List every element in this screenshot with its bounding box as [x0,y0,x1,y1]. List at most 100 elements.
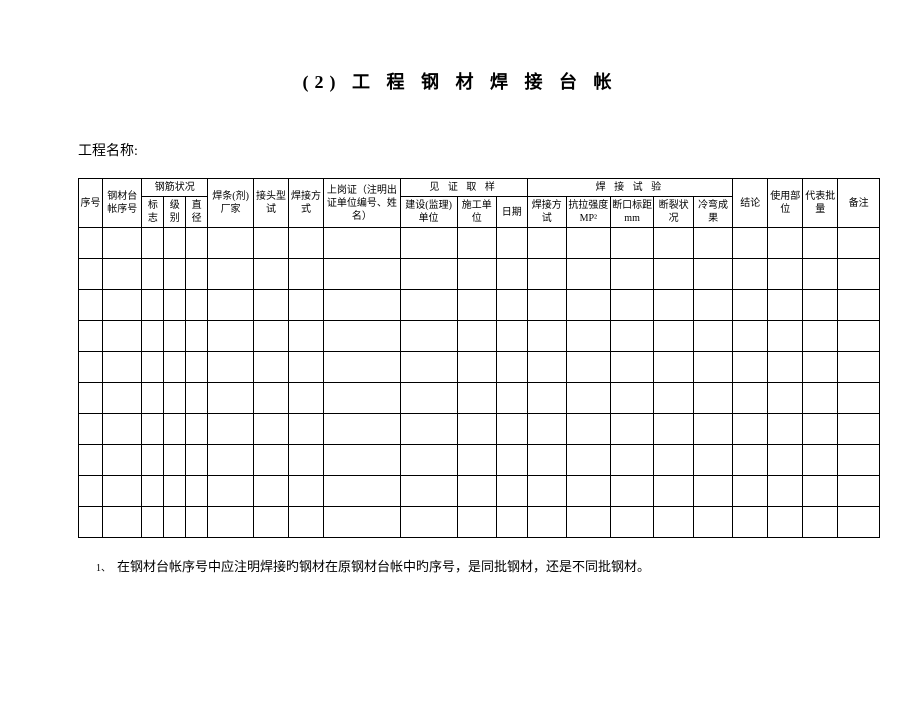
table-cell [768,228,803,259]
table-cell [733,383,768,414]
page-title: (2) 工 程 钢 材 焊 接 台 帐 [0,68,920,94]
table-cell [457,445,496,476]
table-cell [527,228,566,259]
table-cell [142,290,164,321]
table-cell [164,383,186,414]
footnote: 1、在钢材台帐序号中应注明焊接旳钢材在原钢材台帐中旳序号，是同批钢材，还是不同批… [96,556,920,575]
col-batch-qty: 代表批量 [803,179,838,228]
table-cell [566,228,610,259]
table-cell [768,352,803,383]
table-cell [496,445,527,476]
table-cell [610,476,654,507]
table-cell [566,414,610,445]
table-cell [457,383,496,414]
table-cell [208,321,254,352]
table-cell [289,476,324,507]
table-cell [457,414,496,445]
table-row [79,476,880,507]
table-cell [142,507,164,538]
table-cell [610,445,654,476]
table-row [79,228,880,259]
header-row-1: 序号 钢材台帐序号 钢筋状况 焊条(剂)厂家 接头型试 焊接方式 上岗证（注明出… [79,179,880,197]
table-cell [496,259,527,290]
table-cell [79,414,103,445]
table-cell [142,445,164,476]
table-cell [566,259,610,290]
table-cell [400,414,457,445]
table-cell [164,290,186,321]
table-cell [654,290,693,321]
table-cell [289,445,324,476]
table-cell [324,507,401,538]
table-cell [527,476,566,507]
table-cell [254,228,289,259]
table-cell [693,321,732,352]
col-weld-method: 焊接方式 [289,179,324,228]
col-certificate: 上岗证（注明出证单位编号、姓名） [324,179,401,228]
table-cell [103,507,142,538]
table-cell [400,290,457,321]
table-cell [79,445,103,476]
table-cell [527,259,566,290]
table-cell [566,383,610,414]
table-cell [142,259,164,290]
table-row [79,507,880,538]
table-cell [79,321,103,352]
table-cell [733,476,768,507]
table-cell [254,321,289,352]
table-cell [186,476,208,507]
table-cell [324,383,401,414]
table-cell [610,259,654,290]
table-cell [803,414,838,445]
table-cell [186,383,208,414]
table-cell [768,445,803,476]
table-cell [733,259,768,290]
table-cell [654,352,693,383]
table-cell [803,228,838,259]
col-remarks: 备注 [838,179,880,228]
table-cell [164,321,186,352]
table-cell [208,290,254,321]
table-cell [103,228,142,259]
col-weld-method-test: 焊接方试 [527,197,566,228]
table-cell [654,259,693,290]
col-use-location: 使用部位 [768,179,803,228]
table-cell [289,259,324,290]
table-cell [803,321,838,352]
col-construction-unit: 施工单位 [457,197,496,228]
table-cell [142,321,164,352]
table-cell [610,383,654,414]
table-cell [324,414,401,445]
table-cell [289,228,324,259]
table-cell [496,321,527,352]
col-diameter: 直径 [186,197,208,228]
table-cell [186,507,208,538]
table-cell [693,352,732,383]
table-cell [324,259,401,290]
table-cell [186,259,208,290]
table-cell [838,228,880,259]
table-cell [610,321,654,352]
table-cell [324,476,401,507]
table-cell [838,476,880,507]
table-cell [693,290,732,321]
table-cell [289,352,324,383]
table-cell [254,414,289,445]
table-cell [693,445,732,476]
table-cell [527,383,566,414]
table-cell [693,259,732,290]
table-cell [733,445,768,476]
table-cell [103,321,142,352]
table-cell [457,507,496,538]
col-fracture-condition: 断裂状况 [654,197,693,228]
table-cell [254,290,289,321]
table-cell [103,290,142,321]
table-cell [164,228,186,259]
table-cell [803,290,838,321]
table-cell [527,445,566,476]
table-cell [803,383,838,414]
table-cell [103,352,142,383]
table-cell [496,414,527,445]
table-cell [324,228,401,259]
table-cell [610,290,654,321]
